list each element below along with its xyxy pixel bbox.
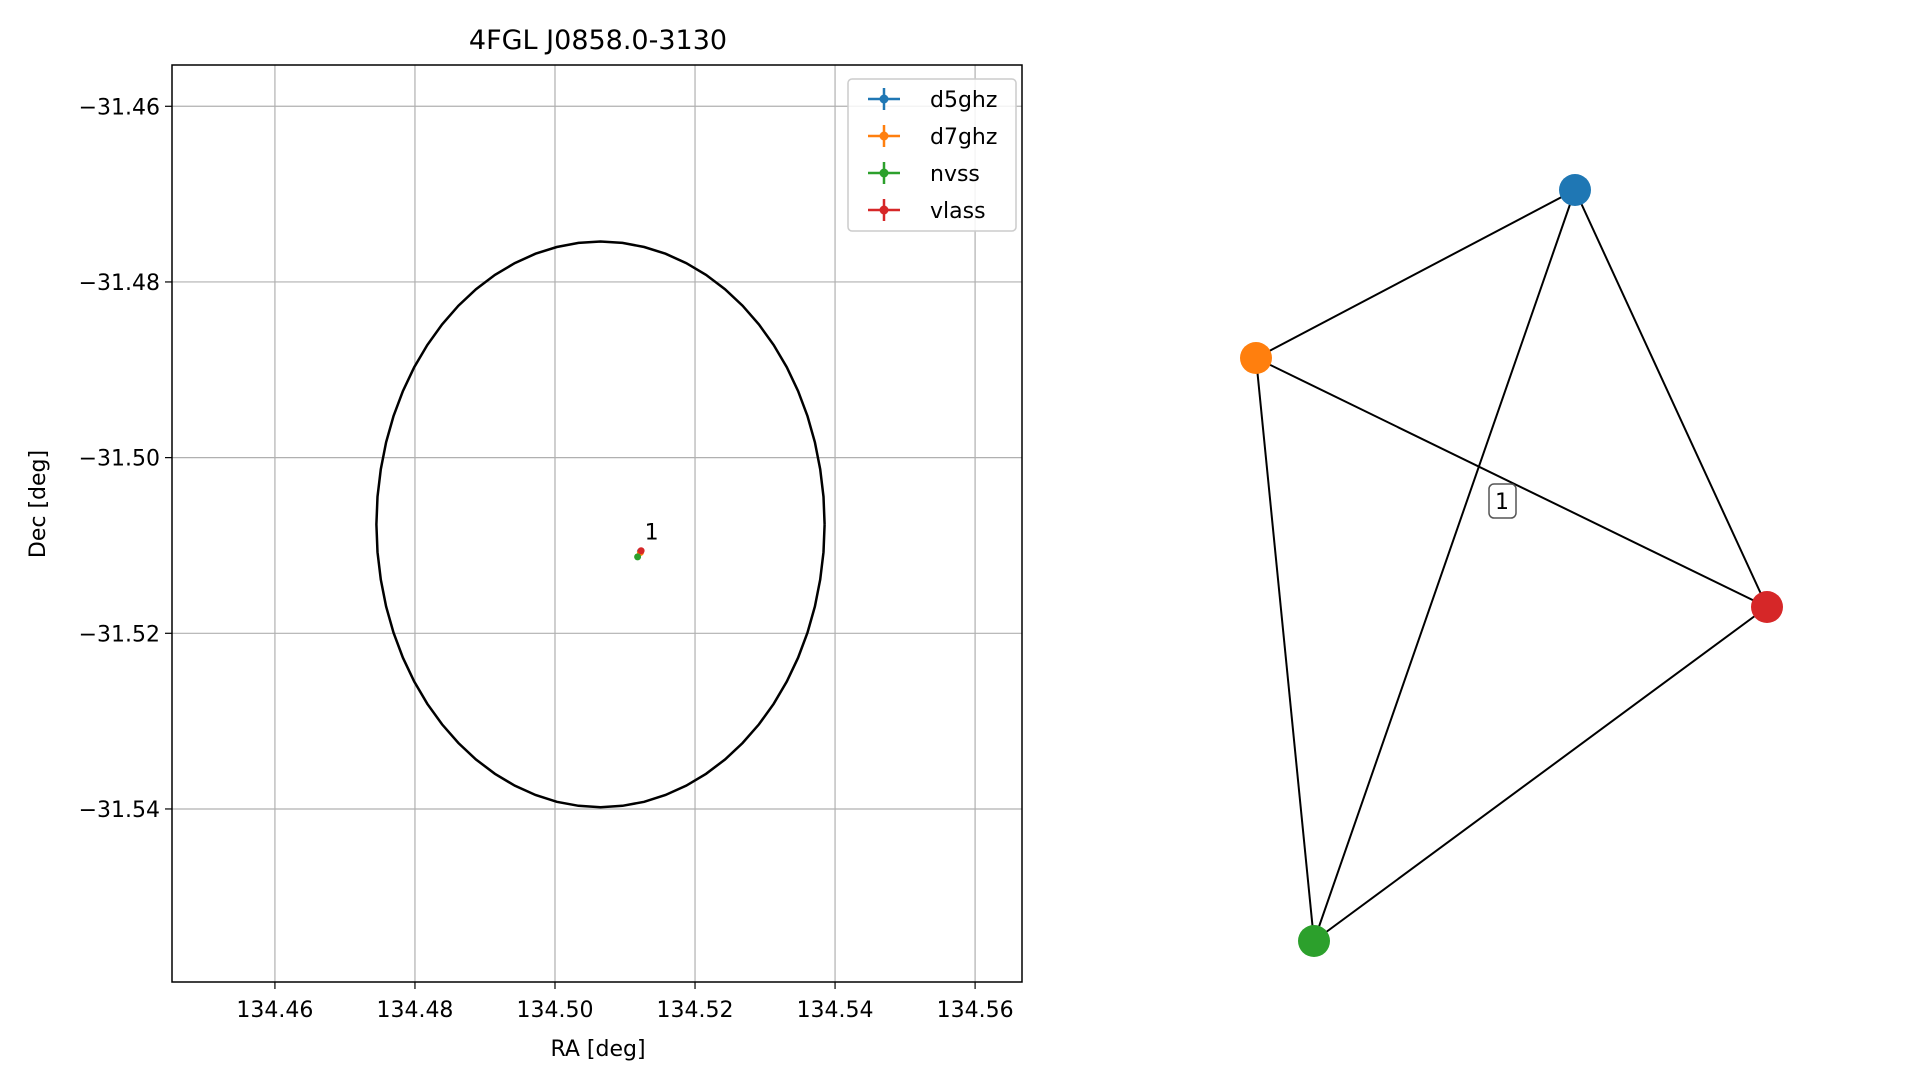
edge-d5ghz-d7ghz — [1255, 189, 1576, 359]
node-nvss — [1298, 925, 1330, 957]
legend: d5ghz d7ghz nvss vlass — [847, 78, 1017, 232]
x-tick-label: 134.54 — [797, 998, 874, 1023]
cluster-label-text: 1 — [1495, 490, 1509, 515]
localization-ellipse — [375, 240, 826, 809]
chart-title: 4FGL J0858.0-3130 — [469, 25, 727, 56]
match-annotation: 1 — [645, 520, 659, 545]
legend-item-vlass: vlass — [868, 199, 986, 224]
plot-frame — [171, 64, 1023, 983]
sky-position-plot: 1 134.46 134.48 134.50 134.52 134.54 134.56 −… — [26, 25, 1023, 1062]
legend-item-nvss: nvss — [868, 162, 980, 187]
x-tick-label: 134.46 — [236, 998, 313, 1023]
association-network: 1 — [1240, 174, 1783, 957]
legend-frame — [847, 78, 1017, 232]
legend-item-d5ghz: d5ghz — [868, 88, 997, 113]
y-tick-label: −31.52 — [79, 622, 160, 647]
point-vlass — [637, 547, 645, 555]
legend-label: vlass — [930, 199, 986, 224]
x-tick-label: 134.52 — [657, 998, 734, 1023]
edge-d7ghz-vlass — [1255, 357, 1768, 608]
node-vlass — [1751, 591, 1783, 623]
y-axis-title: Dec [deg] — [26, 450, 51, 558]
network-nodes — [1240, 174, 1783, 957]
x-ticks: 134.46 134.48 134.50 134.52 134.54 134.56 — [236, 982, 1014, 1023]
edge-d7ghz-nvss — [1255, 357, 1315, 942]
x-tick-label: 134.56 — [937, 998, 1014, 1023]
edge-d5ghz-nvss — [1313, 189, 1576, 942]
y-tick-label: −31.46 — [79, 95, 160, 120]
legend-label: d7ghz — [930, 125, 997, 150]
y-tick-label: −31.50 — [79, 447, 160, 472]
x-tick-label: 134.50 — [516, 998, 593, 1023]
legend-item-d7ghz: d7ghz — [868, 125, 997, 150]
legend-label: nvss — [930, 162, 980, 187]
edge-nvss-vlass — [1313, 606, 1768, 942]
cluster-label: 1 — [1488, 483, 1517, 519]
x-tick-label: 134.48 — [376, 998, 453, 1023]
node-d7ghz — [1240, 342, 1272, 374]
localization-ellipse-layer — [375, 240, 826, 809]
y-ticks: −31.46 −31.48 −31.50 −31.52 −31.54 — [79, 95, 172, 823]
y-tick-label: −31.48 — [79, 271, 160, 296]
edge-d5ghz-vlass — [1574, 189, 1768, 608]
network-edges — [1255, 189, 1768, 942]
y-tick-label: −31.54 — [79, 798, 160, 823]
source-points — [634, 547, 645, 561]
legend-label: d5ghz — [930, 88, 997, 113]
node-d5ghz — [1559, 174, 1591, 206]
x-axis-title: RA [deg] — [550, 1037, 645, 1062]
cluster-label-box — [1488, 483, 1517, 519]
point-nvss — [634, 553, 642, 561]
